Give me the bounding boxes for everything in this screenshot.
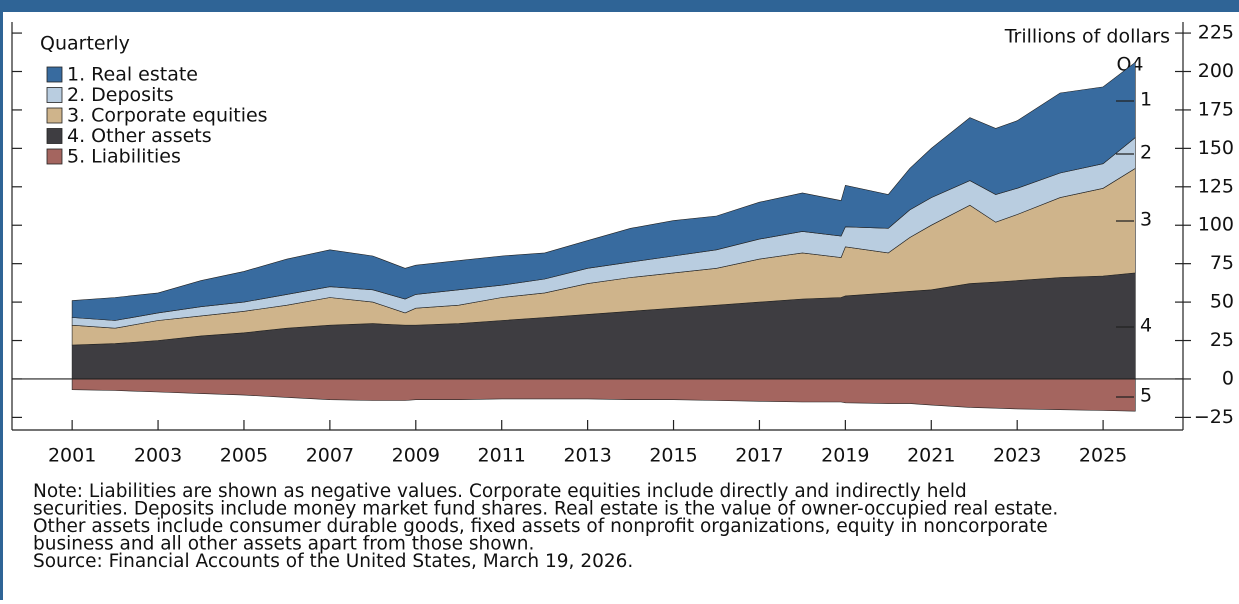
x-tick-label: 2015 <box>649 445 697 467</box>
y-tick-label: 75 <box>1210 252 1234 274</box>
legend-swatch <box>46 66 63 83</box>
y-tick-label: 100 <box>1198 214 1234 236</box>
note-line: securities. Deposits include money marke… <box>33 499 1058 520</box>
y-tick-label: 150 <box>1198 137 1234 159</box>
source: Source: Financial Accounts of the United… <box>33 551 633 572</box>
legend-label: 4. Other assets <box>67 125 212 147</box>
note-line: business and all other assets apart from… <box>33 534 534 555</box>
legend-label: 3. Corporate equities <box>67 105 268 127</box>
legend-label: 1. Real estate <box>67 64 198 86</box>
legend-label: 2. Deposits <box>67 84 174 106</box>
x-tick-label: 2021 <box>907 445 955 467</box>
x-tick-label: 2017 <box>735 445 783 467</box>
y-tick-label: 0 <box>1222 367 1234 389</box>
y-tick-label: −25 <box>1194 406 1234 428</box>
legend-swatch <box>46 87 63 103</box>
x-tick-label: 2025 <box>1079 445 1127 467</box>
note-line: Other assets include consumer durable go… <box>33 516 1048 537</box>
header-bar <box>0 0 1239 12</box>
y-tick-label: 200 <box>1198 60 1234 82</box>
end-label: 3 <box>1140 209 1152 231</box>
legend-label: 5. Liabilities <box>67 146 181 168</box>
y-tick-label: 175 <box>1198 98 1234 120</box>
end-label: 1 <box>1140 89 1152 111</box>
area <box>71 378 1136 412</box>
y-axis-label: Trillions of dollars <box>1004 26 1170 48</box>
x-tick-label: 2001 <box>48 445 96 467</box>
x-tick-label: 2019 <box>821 445 869 467</box>
x-tick-label: 2003 <box>134 445 182 467</box>
x-tick-label: 2013 <box>563 445 611 467</box>
x-tick-label: 2011 <box>478 445 526 467</box>
y-tick-label: 225 <box>1198 22 1234 44</box>
legend-swatch <box>46 107 63 124</box>
left-border <box>0 0 3 600</box>
y-tick-label: 125 <box>1198 175 1234 197</box>
area <box>71 61 1136 321</box>
end-label: 5 <box>1140 385 1152 407</box>
legend-swatch <box>46 148 63 165</box>
x-tick-label: 2009 <box>392 445 440 467</box>
end-label: 2 <box>1140 142 1152 164</box>
legend-swatch <box>46 128 63 144</box>
note-line: Note: Liabilities are shown as negative … <box>33 481 967 502</box>
y-tick-label: 25 <box>1210 329 1234 351</box>
legend-title: Quarterly <box>40 33 130 55</box>
x-tick-label: 2007 <box>306 445 354 467</box>
x-tick-label: 2023 <box>993 445 1041 467</box>
y-tick-label: 50 <box>1210 291 1234 313</box>
end-label: 4 <box>1140 315 1152 337</box>
x-tick-label: 2005 <box>220 445 268 467</box>
annotation: Q4 <box>1116 54 1143 76</box>
